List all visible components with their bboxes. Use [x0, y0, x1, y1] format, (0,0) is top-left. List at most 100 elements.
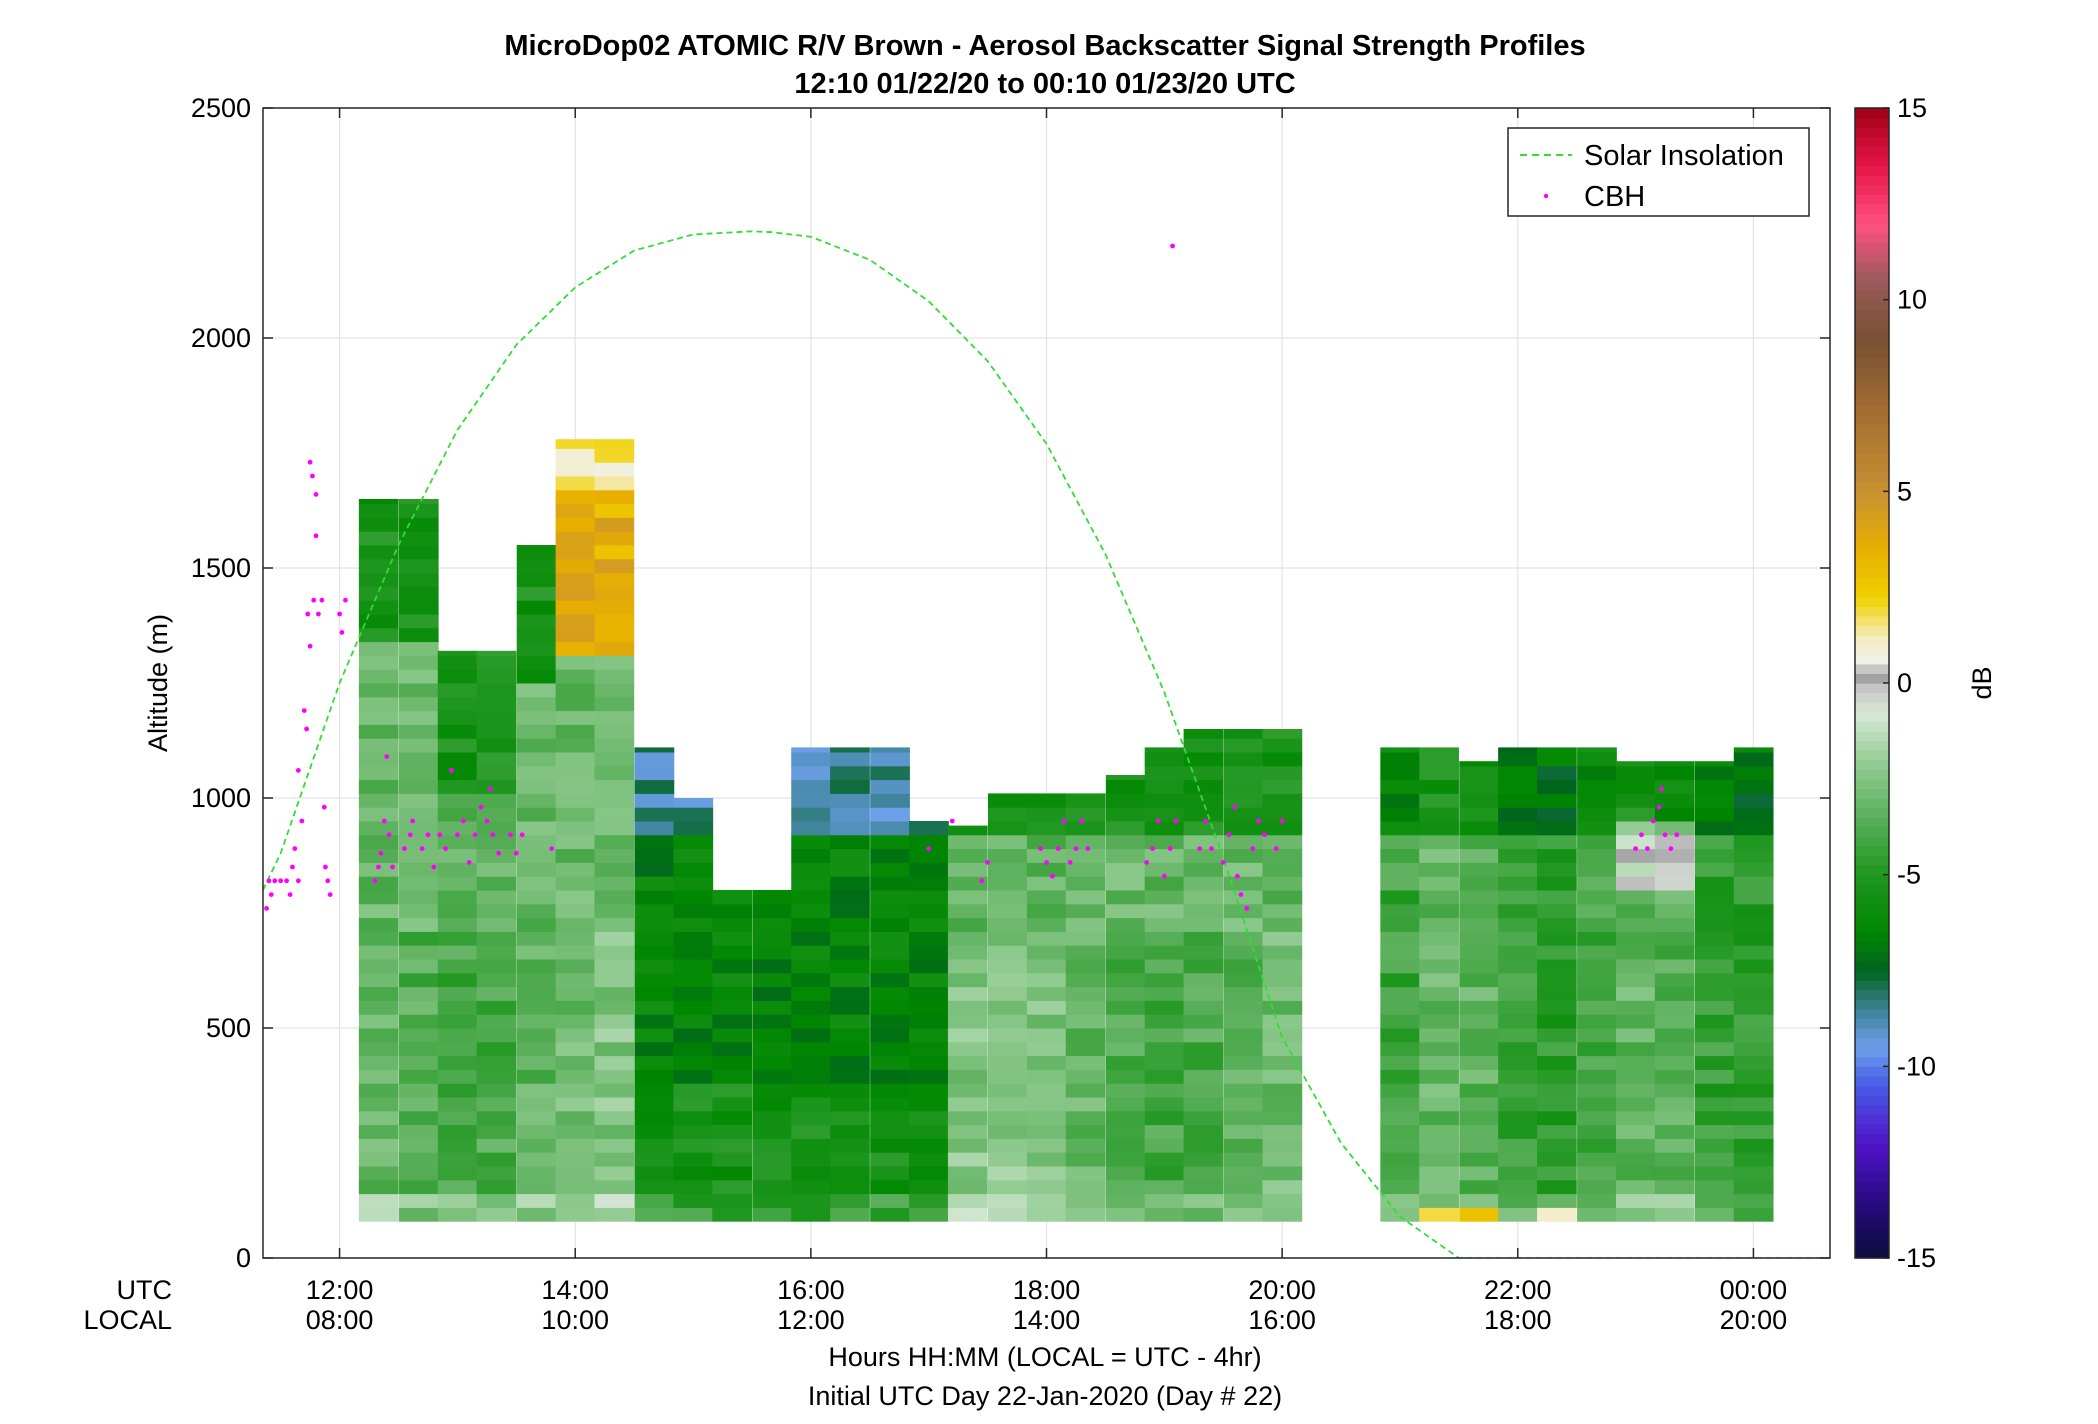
heat-cell	[1694, 1083, 1735, 1098]
heat-cell	[437, 738, 478, 753]
colorbar-tick-label: 15	[1897, 93, 1927, 123]
colorbar-band	[1855, 1085, 1889, 1096]
heat-cell	[594, 738, 635, 753]
solar-insolation-series	[263, 230, 1830, 1258]
heat-cell	[555, 807, 596, 822]
heat-cell	[1144, 986, 1185, 1001]
heat-cell	[1223, 738, 1264, 753]
heat-cell	[1577, 903, 1617, 919]
heat-cell	[437, 1152, 478, 1167]
heat-cell	[1498, 917, 1538, 932]
heat-cell	[1498, 834, 1538, 850]
heat-cell	[516, 1083, 557, 1098]
colorbar-band	[1855, 654, 1889, 665]
heat-cell	[712, 1000, 753, 1015]
heat-cell	[673, 1124, 714, 1139]
heat-cell	[437, 931, 478, 946]
cbh-point	[1203, 818, 1208, 824]
heat-cell	[1183, 729, 1224, 739]
heat-cell	[476, 876, 517, 891]
heat-cell	[909, 821, 949, 836]
heat-cell	[476, 834, 517, 850]
heat-cell	[594, 834, 635, 850]
heat-cell	[555, 1069, 596, 1084]
heat-cell	[1105, 1028, 1146, 1043]
colorbar-tick-label: -15	[1897, 1243, 1936, 1273]
heat-cell	[358, 1138, 399, 1153]
heat-cell	[909, 1179, 949, 1195]
heat-cell	[1144, 876, 1185, 891]
heat-cell	[1183, 834, 1224, 850]
heat-cell	[555, 627, 596, 643]
heat-cell	[1105, 793, 1146, 808]
colorbar-tick-label: -5	[1897, 860, 1921, 890]
cbh-point	[278, 878, 284, 884]
heat-cell	[1459, 1028, 1500, 1043]
heat-cell	[988, 903, 1028, 919]
heat-cell	[398, 655, 439, 670]
heat-cell	[1105, 1193, 1146, 1208]
heat-cell	[988, 821, 1028, 836]
heat-cell	[1577, 752, 1617, 767]
heat-cell	[870, 1055, 910, 1070]
heat-cell	[437, 765, 478, 781]
heat-cell	[1105, 1110, 1146, 1126]
heat-cell	[1615, 890, 1656, 905]
cbh-point	[284, 878, 289, 884]
heat-cell	[712, 903, 753, 919]
heat-cell	[555, 890, 596, 905]
heat-cell	[594, 986, 635, 1001]
heat-cell	[1654, 917, 1695, 932]
heat-cell	[1380, 972, 1421, 988]
heat-cell	[870, 1152, 910, 1167]
cbh-point	[386, 832, 392, 838]
cbh-point	[519, 832, 525, 838]
heat-cell	[830, 1179, 870, 1195]
heat-cell	[1459, 890, 1500, 905]
heat-cell	[1577, 986, 1617, 1001]
heat-cell	[1026, 890, 1067, 905]
colorbar-band	[1855, 175, 1889, 186]
heat-cell	[437, 1014, 478, 1029]
heat-cell	[947, 1041, 988, 1057]
colorbar-band	[1855, 481, 1889, 492]
heat-cell	[476, 1179, 517, 1195]
heat-cell	[634, 752, 675, 767]
heat-cell	[1183, 779, 1224, 794]
heat-cell	[1733, 1083, 1774, 1098]
heat-cell	[1262, 1083, 1303, 1098]
heat-cell	[791, 959, 831, 974]
heat-cell	[1615, 821, 1656, 836]
heat-cell	[909, 1124, 949, 1139]
heat-cell	[791, 1083, 831, 1098]
colorbar-band	[1855, 635, 1889, 646]
colorbar-band	[1855, 1210, 1889, 1221]
heat-cell	[594, 627, 635, 643]
heat-cell	[1537, 1069, 1577, 1084]
heat-cell	[1654, 1207, 1695, 1222]
heat-cell	[437, 1207, 478, 1222]
heat-cell	[634, 862, 675, 877]
colorbar-band	[1855, 798, 1889, 809]
heat-cell	[398, 1207, 439, 1222]
heat-cell	[673, 798, 714, 808]
heat-cell	[1380, 890, 1421, 905]
heat-cell	[594, 448, 635, 463]
heat-cell	[555, 476, 596, 491]
heat-cell	[1380, 1069, 1421, 1084]
heat-cell	[1694, 1138, 1735, 1153]
heat-cell	[830, 834, 870, 850]
heat-cell	[1459, 1000, 1500, 1015]
heat-cell	[1537, 848, 1577, 863]
colorbar-band	[1855, 903, 1889, 914]
cbh-point	[295, 878, 301, 884]
heat-cell	[594, 655, 635, 670]
heat-cell	[1026, 1193, 1067, 1208]
colorbar-band	[1855, 989, 1889, 1000]
heat-cell	[437, 779, 478, 794]
heat-cell	[594, 1014, 635, 1029]
heat-cell	[634, 834, 675, 850]
heat-cell	[594, 683, 635, 698]
heat-cell	[791, 1069, 831, 1084]
heat-cell	[870, 752, 910, 767]
